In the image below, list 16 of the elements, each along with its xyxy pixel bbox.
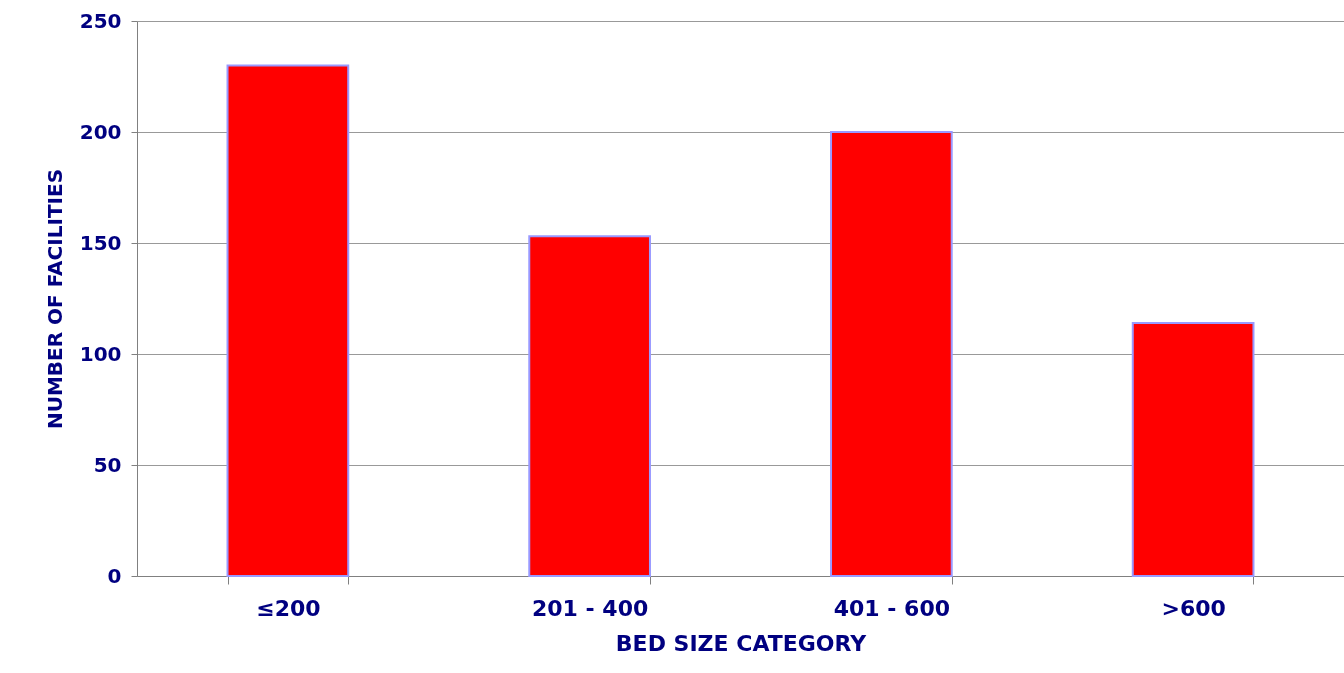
bar xyxy=(1131,321,1255,577)
x-axis-title: BED SIZE CATEGORY xyxy=(615,630,868,656)
y-axis-title: NUMBER OF FACILITIES xyxy=(42,168,67,430)
x-tick-label: 401 - 600 xyxy=(833,595,951,621)
x-tick-label: >600 xyxy=(1161,595,1226,621)
y-tick-label: 150 xyxy=(79,230,122,255)
y-tick-label: 200 xyxy=(79,119,122,144)
x-tick-label: 201 - 400 xyxy=(531,595,649,621)
y-tick-label: 50 xyxy=(93,452,122,477)
y-tick-label: 100 xyxy=(79,341,122,366)
bar xyxy=(830,131,953,577)
y-tick-label: 250 xyxy=(79,8,122,33)
x-tick-label: ≤200 xyxy=(256,595,321,621)
y-tick-label: 0 xyxy=(107,563,122,588)
bar xyxy=(226,64,350,577)
bar xyxy=(528,235,651,577)
